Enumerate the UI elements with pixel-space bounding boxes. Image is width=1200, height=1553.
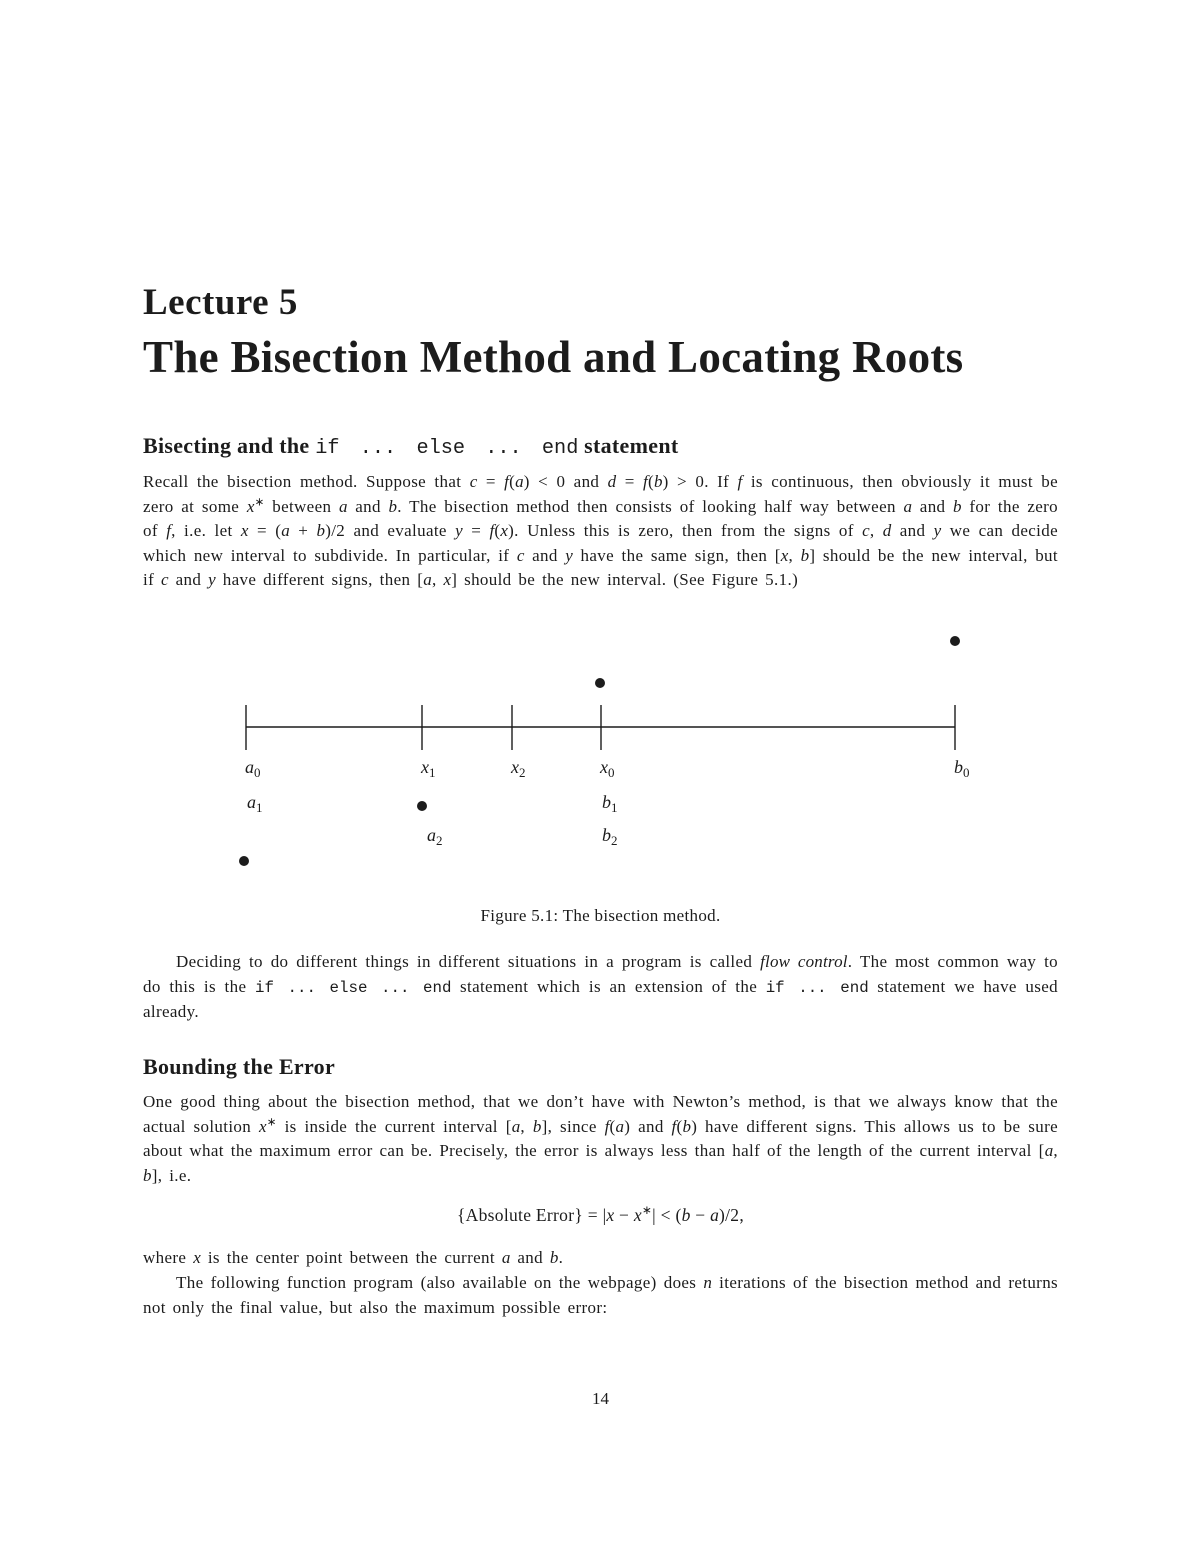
code-inline: if ... else ... end (254, 978, 452, 997)
math-italic: x (240, 521, 249, 540)
math-italic: f (504, 472, 510, 491)
math-italic: b (682, 1116, 692, 1136)
paragraph-center-point: where x is the center point between the … (143, 1248, 564, 1267)
math-italic: b (681, 1205, 691, 1225)
math-italic: x (500, 521, 509, 540)
math-italic: a (710, 1205, 720, 1225)
chapter-number-heading: Lecture 5 (143, 282, 298, 323)
math-italic: f (489, 521, 495, 540)
math-italic: x (606, 1205, 615, 1225)
figure-tick-label: x2 (510, 757, 526, 780)
figure-data-dot (950, 636, 960, 646)
math-italic: x (246, 496, 255, 516)
math-italic: f (643, 472, 648, 491)
figure-interval-label: b2 (602, 825, 618, 848)
math-italic: a (515, 472, 524, 491)
math-italic: a (615, 1116, 625, 1136)
code-inline: if ... else ... end (315, 437, 579, 460)
figure-bisection-diagram: a0 x1 x2 x0 b0 a1 b1 a2 b2 (239, 636, 970, 866)
math-italic: d (882, 521, 892, 540)
figure-tick-label: x1 (420, 757, 436, 780)
figure-data-dot (417, 801, 427, 811)
figure-tick-label: x0 (599, 757, 615, 780)
page-number: 14 (592, 1389, 609, 1408)
figure-data-dot (595, 678, 605, 688)
math-italic: c (516, 545, 525, 565)
math-italic: a (511, 1116, 521, 1136)
superscript: ∗ (641, 1203, 653, 1218)
section-heading-bounding: Bounding the Error (143, 1054, 336, 1079)
math-italic: b (953, 496, 962, 516)
math-italic: b (532, 1116, 542, 1136)
math-italic: n (703, 1273, 713, 1292)
figure-interval-label: a2 (427, 825, 443, 848)
math-italic: flow control (760, 952, 848, 971)
math-italic: f (166, 521, 172, 540)
paragraph-bounding-intro: One good thing about the bisection metho… (143, 1092, 1058, 1185)
math-italic: a (338, 496, 348, 516)
figure-interval-label: b1 (602, 792, 618, 815)
figure-interval-label: a1 (247, 792, 263, 815)
math-italic: a (423, 570, 432, 589)
math-italic: c (469, 472, 478, 491)
figure-data-dot (239, 856, 249, 866)
math-italic: d (607, 472, 617, 491)
math-italic: x (633, 1205, 642, 1225)
chapter-title-heading: The Bisection Method and Locating Roots (143, 332, 964, 382)
math-italic: y (565, 545, 573, 565)
math-italic: b (316, 521, 326, 540)
math-italic: f (737, 472, 743, 491)
math-italic: c (862, 521, 870, 540)
math-italic: a (1044, 1141, 1054, 1160)
paragraph-bisection-intro: Recall the bisection method. Suppose tha… (143, 472, 1059, 589)
math-italic: c (160, 570, 169, 589)
math-italic: b (800, 545, 810, 565)
math-italic: x (193, 1248, 201, 1267)
math-italic: y (208, 570, 216, 589)
math-italic: f (671, 1116, 677, 1136)
math-italic: x (258, 1116, 267, 1136)
paragraph-function-program: The following function program (also ava… (143, 1273, 1059, 1317)
math-italic: x (443, 570, 452, 589)
equation-absolute-error: {Absolute Error} = |x − x∗| < (b − a)/2, (456, 1203, 745, 1225)
section-heading-bisecting: Bisecting and the if ... else ... end st… (143, 433, 679, 460)
superscript: ∗ (254, 494, 265, 508)
math-italic: y (455, 521, 463, 540)
math-italic: b (143, 1165, 152, 1185)
figure-tick-label: b0 (954, 757, 970, 780)
math-italic: a (903, 496, 913, 516)
math-italic: a (281, 521, 290, 540)
code-inline: if ... end (765, 978, 869, 997)
math-italic: f (604, 1116, 610, 1136)
math-italic: x (780, 545, 789, 565)
figure-caption: Figure 5.1: The bisection method. (480, 906, 721, 925)
superscript: ∗ (266, 1114, 277, 1128)
math-italic: a (501, 1248, 511, 1267)
math-italic: b (549, 1248, 559, 1267)
math-italic: y (933, 521, 942, 540)
math-italic: b (388, 496, 398, 516)
figure-tick-label: a0 (245, 757, 261, 780)
math-italic: b (653, 472, 663, 491)
paragraph-flow-control: Deciding to do different things in diffe… (143, 952, 1059, 1021)
